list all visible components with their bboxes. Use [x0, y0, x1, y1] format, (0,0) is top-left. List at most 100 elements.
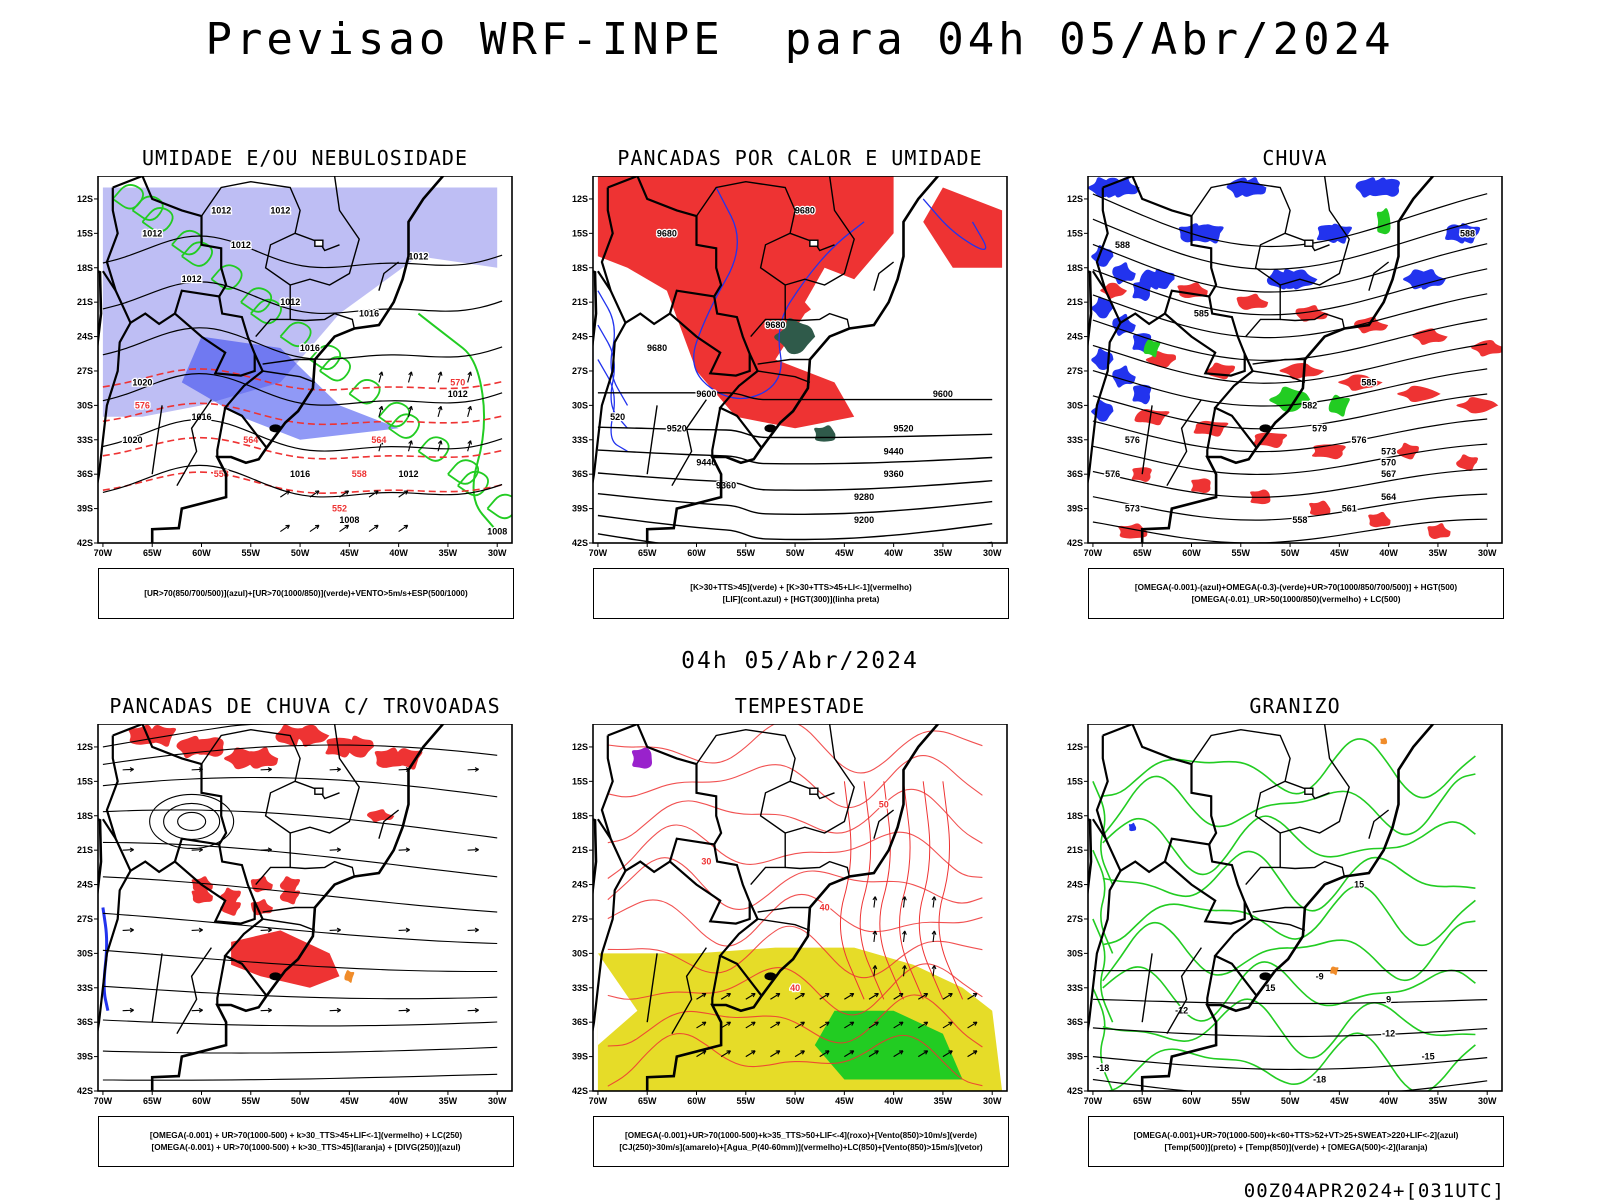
y-tick-label: 42S [1067, 538, 1083, 548]
lifted-index-contour [922, 198, 987, 251]
wind-vector-head [800, 992, 805, 998]
contour-label: 1012 [142, 228, 162, 238]
x-tick-label: 60W [192, 1096, 211, 1106]
contour-label: -15 [1422, 1052, 1435, 1062]
wind-vector-head [374, 524, 379, 530]
wind-vector [467, 849, 479, 851]
wind-vector [467, 929, 479, 931]
y-tick-label: 24S [1067, 332, 1083, 342]
country-border [105, 724, 228, 874]
wind-vector [873, 965, 876, 977]
y-tick-label: 27S [1067, 914, 1083, 924]
rain-area [1397, 385, 1441, 403]
low-level-humidity-contour [131, 195, 164, 221]
state-border [695, 728, 796, 886]
contour-label: 50 [879, 799, 889, 809]
plot-frame [97, 176, 513, 544]
x-tick-label: 35W [1429, 1096, 1448, 1106]
x-tick-label: 30W [488, 1096, 507, 1106]
x-tick-label: 45W [835, 1096, 854, 1106]
x-tick-label: 55W [737, 548, 756, 558]
map-heat-showers: 9680 9680 9680 9680 9600 9600 9520 9520 9440 9440… [572, 176, 1008, 558]
country-border [600, 176, 723, 326]
contour-label: 9680 [765, 320, 785, 330]
wind-vector [967, 993, 978, 1000]
strong-wind-area [814, 1010, 963, 1080]
y-tick-label: 42S [77, 538, 93, 548]
contour-label: -12 [1382, 1029, 1395, 1039]
wind-vector [467, 440, 472, 452]
contour-label: 585 [1361, 377, 1376, 387]
wind-vector-head [437, 440, 443, 445]
wind-vector-head [374, 490, 379, 495]
wind-vector [378, 371, 383, 383]
wind-vector [329, 768, 341, 771]
map-humidity: 1012 1012 1012 1012 1012 1012 1016 1016 1012 1016… [77, 176, 513, 558]
wind-vector [368, 524, 379, 532]
contour-label: 567 [1381, 469, 1396, 479]
circulation-contour [177, 811, 207, 832]
precipitable-water-contour [607, 925, 983, 979]
height-300-contour [597, 493, 993, 516]
contour-label: 1016 [359, 309, 379, 319]
y-tick-label: 33S [572, 435, 588, 445]
wind-vector-head [849, 992, 855, 998]
x-tick-label: 50W [1281, 548, 1300, 558]
contour-label: 9680 [657, 228, 677, 238]
contour-label: 520 [610, 412, 625, 422]
wind-vector-head [775, 1021, 781, 1026]
rain-area [1427, 523, 1451, 540]
country-border [1206, 407, 1217, 457]
plot-frame [592, 176, 1008, 544]
country-border [669, 844, 751, 925]
precipitable-water-contour [607, 963, 983, 1016]
y-tick-label: 36S [77, 469, 93, 479]
contour-label: 576 [1125, 435, 1140, 445]
wind-vector [967, 1050, 978, 1058]
country-border [101, 270, 117, 292]
strong-ascent-area [1143, 339, 1161, 358]
wind-vector [260, 929, 272, 931]
x-tick-label: 35W [934, 1096, 953, 1106]
wind-vector-head [474, 847, 479, 853]
height-300-contour [597, 514, 993, 541]
wind-vector [794, 993, 805, 1000]
temp-850-contour [1102, 773, 1476, 837]
y-tick-label: 18S [77, 263, 93, 273]
coastline-west [98, 270, 103, 351]
thunderstorm-area [394, 748, 423, 770]
y-tick-label: 42S [572, 1086, 588, 1096]
y-tick-label: 18S [572, 263, 588, 273]
wind-vector [437, 440, 442, 452]
wind-vector [191, 929, 203, 931]
severe-storm-area [631, 747, 653, 769]
rain-area [1252, 432, 1288, 448]
plot-frame [1087, 176, 1503, 544]
country-border [593, 322, 627, 487]
strong-ascent-area [1328, 394, 1350, 417]
plot-frame [592, 724, 1008, 1092]
contour-label: 1016 [300, 343, 320, 353]
ascent-area [1147, 268, 1175, 290]
x-tick-label: 35W [439, 1096, 458, 1106]
y-tick-label: 33S [1067, 435, 1083, 445]
temp-500-contour [1092, 1027, 1488, 1038]
wind-vector-head [898, 1050, 904, 1055]
wind-vector [378, 406, 383, 417]
wind-vector-head [726, 1021, 731, 1026]
coastline-east [150, 176, 445, 543]
panel-legend: [OMEGA(-0.001) + UR>70(1000-500) + k>30_… [98, 1116, 514, 1167]
streamline [102, 1019, 498, 1027]
wind-vector-head [267, 927, 272, 933]
contour-label: 1012 [182, 274, 202, 284]
wind-vector-head [437, 405, 443, 411]
state-border [873, 261, 895, 291]
precipitable-water-contour [607, 724, 983, 774]
wind-vector [260, 1009, 272, 1012]
contour-label: 576 [135, 400, 150, 410]
wind-vector [902, 965, 906, 977]
y-tick-label: 39S [1067, 504, 1083, 514]
wind-vector-head [336, 1007, 341, 1013]
panel-title: PANCADAS DE CHUVA C/ TROVOADAS [109, 694, 501, 718]
thickness-contour [102, 436, 503, 460]
